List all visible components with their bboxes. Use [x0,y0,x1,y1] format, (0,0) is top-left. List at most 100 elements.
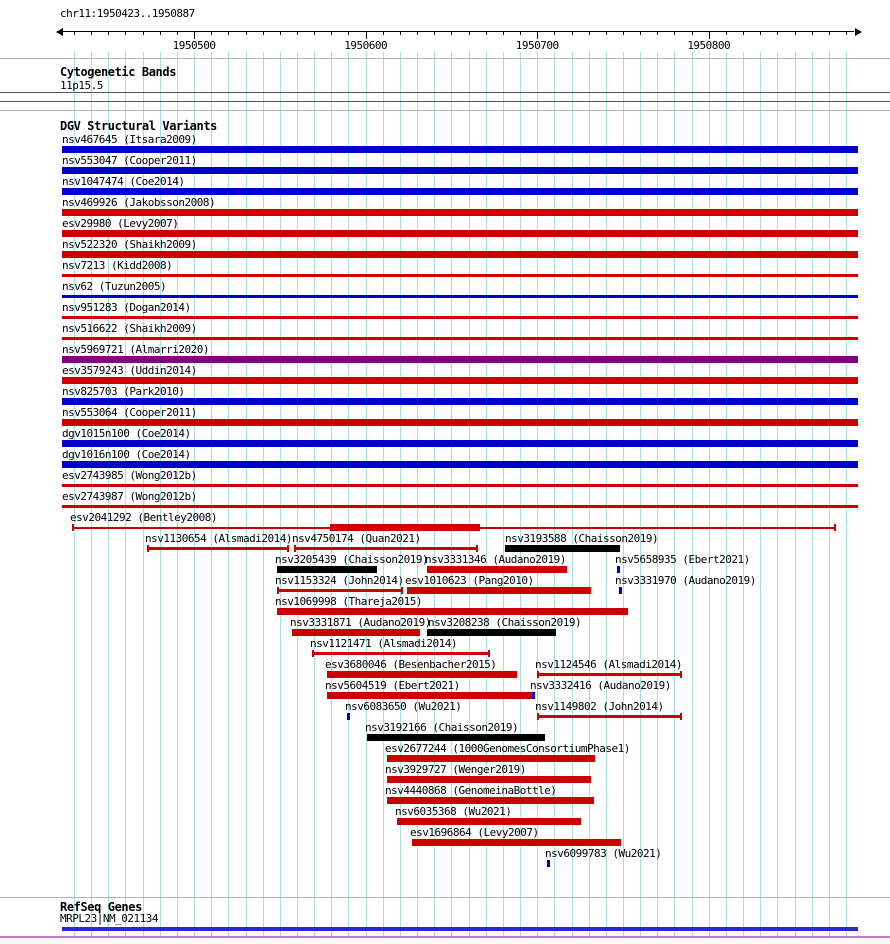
variant-label[interactable]: nsv4440868 (GenomeinaBottle) [385,784,557,797]
variant-label[interactable]: esv1010623 (Pang2010) [405,574,534,587]
variant-bar[interactable] [277,566,377,573]
variant-label[interactable]: nsv3205439 (Chaisson2019) [275,553,429,566]
variant-bar[interactable] [62,274,858,277]
variant-bar[interactable] [619,587,622,594]
variant-bar[interactable] [617,566,620,573]
variant-label[interactable]: esv2743985 (Wong2012b) [62,469,197,482]
variant-bar[interactable] [294,547,478,550]
variant-label[interactable]: nsv1121471 (Alsmadi2014) [310,637,457,650]
variant-bar[interactable] [532,692,535,699]
variant-label[interactable]: nsv3193588 (Chaisson2019) [505,532,659,545]
variant-bar[interactable] [401,587,403,594]
variant-bar[interactable] [277,589,403,592]
variant-label[interactable]: nsv5604519 (Ebert2021) [325,679,460,692]
variant-bar[interactable] [834,524,836,531]
variant-bar[interactable] [62,209,858,216]
variant-label[interactable]: nsv3331970 (Audano2019) [615,574,756,587]
variant-bar[interactable] [412,839,621,846]
variant-label[interactable]: esv3680046 (Besenbacher2015) [325,658,497,671]
variant-label[interactable]: nsv3192166 (Chaisson2019) [365,721,519,734]
variant-label[interactable]: nsv467645 (Itsara2009) [62,133,197,146]
gene-bar[interactable] [62,927,858,931]
variant-bar[interactable] [312,650,314,657]
variant-label[interactable]: nsv6099783 (Wu2021) [545,847,662,860]
variant-bar[interactable] [537,671,539,678]
variant-bar[interactable] [62,484,858,487]
variant-label[interactable]: dgv1015n100 (Coe2014) [62,427,191,440]
variant-bar[interactable] [277,608,628,615]
variant-bar[interactable] [427,566,567,573]
variant-bar[interactable] [294,545,296,552]
variant-label[interactable]: nsv7213 (Kidd2008) [62,259,173,272]
variant-bar[interactable] [476,545,478,552]
variant-bar[interactable] [680,671,682,678]
variant-label[interactable]: nsv4750174 (Quan2021) [292,532,421,545]
variant-bar[interactable] [62,505,858,508]
variant-label[interactable]: nsv1124546 (Alsmadi2014) [535,658,682,671]
variant-bar[interactable] [367,734,545,741]
variant-bar[interactable] [62,188,858,195]
variant-bar[interactable] [387,755,595,762]
variant-bar[interactable] [387,776,591,783]
variant-bar[interactable] [312,652,490,655]
variant-bar[interactable] [62,337,858,340]
variant-bar[interactable] [147,547,289,550]
variant-label[interactable]: nsv3929727 (Wenger2019) [385,763,526,776]
variant-bar[interactable] [327,692,535,699]
variant-label[interactable]: nsv553047 (Cooper2011) [62,154,197,167]
variant-bar[interactable] [62,356,858,363]
variant-label[interactable]: nsv5658935 (Ebert2021) [615,553,750,566]
variant-bar[interactable] [397,818,581,825]
variant-label[interactable]: nsv3331346 (Audano2019) [425,553,566,566]
variant-bar[interactable] [292,629,420,636]
variant-bar[interactable] [327,671,517,678]
variant-bar[interactable] [330,524,480,531]
variant-bar[interactable] [72,524,74,531]
variant-label[interactable]: esv1696864 (Levy2007) [410,826,539,839]
variant-bar[interactable] [537,715,682,718]
variant-label[interactable]: nsv516622 (Shaikh2009) [62,322,197,335]
variant-label[interactable]: nsv1149802 (John2014) [535,700,664,713]
variant-label[interactable]: nsv1047474 (Coe2014) [62,175,185,188]
variant-bar[interactable] [277,587,279,594]
variant-bar[interactable] [62,295,858,298]
variant-bar[interactable] [62,398,858,405]
gene-label[interactable]: MRPL23|NM_021134 [60,912,158,925]
variant-bar[interactable] [488,650,490,657]
variant-bar[interactable] [427,629,556,636]
variant-bar[interactable] [62,146,858,153]
variant-label[interactable]: nsv951283 (Dogan2014) [62,301,191,314]
variant-label[interactable]: nsv62 (Tuzun2005) [62,280,167,293]
variant-bar[interactable] [62,461,858,468]
variant-bar[interactable] [62,251,858,258]
variant-bar[interactable] [62,419,858,426]
variant-bar[interactable] [287,545,289,552]
variant-label[interactable]: nsv1153324 (John2014) [275,574,404,587]
variant-bar[interactable] [537,713,539,720]
variant-label[interactable]: nsv1069998 (Thareja2015) [275,595,422,608]
variant-label[interactable]: esv29980 (Levy2007) [62,217,179,230]
variant-bar[interactable] [62,230,858,237]
variant-bar[interactable] [62,440,858,447]
variant-bar[interactable] [680,713,682,720]
variant-bar[interactable] [505,545,620,552]
variant-label[interactable]: nsv3332416 (Audano2019) [530,679,671,692]
variant-bar[interactable] [62,167,858,174]
variant-label[interactable]: esv2743987 (Wong2012b) [62,490,197,503]
variant-label[interactable]: nsv6083650 (Wu2021) [345,700,462,713]
variant-bar[interactable] [387,797,594,804]
variant-label[interactable]: esv2041292 (Bentley2008) [70,511,217,524]
variant-label[interactable]: nsv5969721 (Almarri2020) [62,343,209,356]
variant-bar[interactable] [407,587,591,594]
variant-bar[interactable] [347,713,350,720]
variant-label[interactable]: dgv1016n100 (Coe2014) [62,448,191,461]
variant-label[interactable]: esv3579243 (Uddin2014) [62,364,197,377]
variant-label[interactable]: nsv469926 (Jakobsson2008) [62,196,216,209]
variant-bar[interactable] [147,545,149,552]
variant-label[interactable]: esv2677244 (1000GenomesConsortiumPhase1) [385,742,630,755]
variant-bar[interactable] [62,377,858,384]
variant-bar[interactable] [537,673,682,676]
variant-label[interactable]: nsv3331871 (Audano2019) [290,616,431,629]
variant-bar[interactable] [62,316,858,319]
variant-label[interactable]: nsv825703 (Park2010) [62,385,185,398]
